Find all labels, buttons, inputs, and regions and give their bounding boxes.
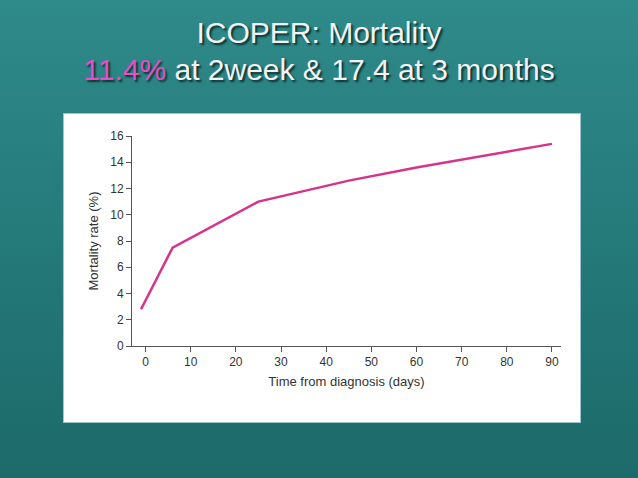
svg-text:10: 10 bbox=[110, 208, 124, 222]
svg-text:10: 10 bbox=[184, 355, 198, 369]
html-text:11.4% at 2week & 17.4 at 3 mon: 11.4% at 2week & 17.4 at 3 months bbox=[83, 53, 555, 86]
svg-text:2: 2 bbox=[117, 313, 124, 327]
svg-text:30: 30 bbox=[274, 355, 288, 369]
svg-text:80: 80 bbox=[500, 355, 514, 369]
svg-text:Mortality rate (%): Mortality rate (%) bbox=[86, 192, 101, 291]
svg-text:40: 40 bbox=[320, 355, 334, 369]
svg-text:90: 90 bbox=[545, 355, 559, 369]
svg-text:70: 70 bbox=[455, 355, 469, 369]
svg-text:8: 8 bbox=[117, 234, 124, 248]
svg-text:6: 6 bbox=[117, 260, 124, 274]
svg-text:Time from diagnosis (days): Time from diagnosis (days) bbox=[268, 374, 424, 389]
svg-text:60: 60 bbox=[410, 355, 424, 369]
html-text:ICOPER: Mortality: ICOPER: Mortality bbox=[196, 16, 442, 49]
svg-text:16: 16 bbox=[110, 129, 124, 143]
svg-text:12: 12 bbox=[110, 182, 124, 196]
svg-text:0: 0 bbox=[142, 355, 149, 369]
svg-text:50: 50 bbox=[365, 355, 379, 369]
svg-text:0: 0 bbox=[117, 339, 124, 353]
svg-text:14: 14 bbox=[110, 155, 124, 169]
svg-text:20: 20 bbox=[229, 355, 243, 369]
svg-text:4: 4 bbox=[117, 287, 124, 301]
